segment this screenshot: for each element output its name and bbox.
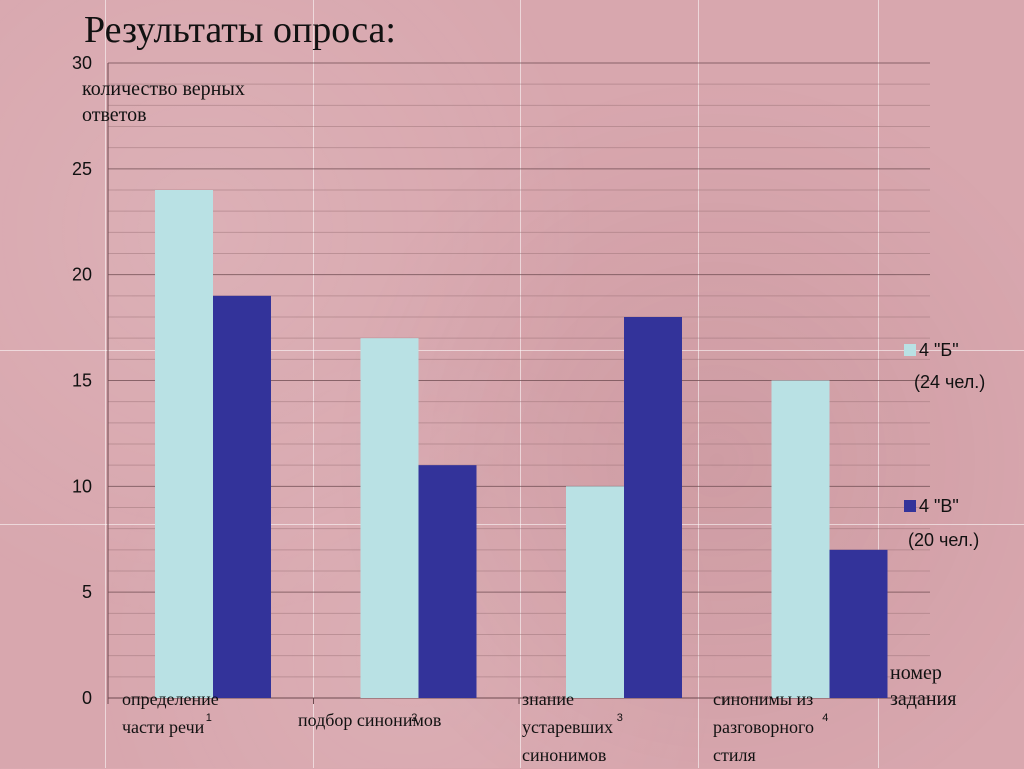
category-label-1: определение части речи xyxy=(122,689,219,737)
legend-swatch-4v xyxy=(904,500,916,512)
bar-4v-1 xyxy=(213,295,271,698)
slide-title: Результаты опроса: xyxy=(84,9,396,51)
x-tick-label: 2 xyxy=(411,712,417,724)
bar-4b-4 xyxy=(771,380,830,698)
x-tick-label: 4 xyxy=(822,712,828,724)
category-label-3: знание устаревших синонимов xyxy=(522,689,614,765)
bar-4b-3 xyxy=(566,486,624,698)
legend-swatch-4b xyxy=(904,344,916,356)
y-tick-label: 5 xyxy=(82,582,92,602)
bar-4v-2 xyxy=(418,465,477,698)
background-horizontal-line xyxy=(0,524,1024,525)
x-tick-label: 1 xyxy=(206,712,212,724)
bar-4b-2 xyxy=(360,338,419,698)
background-vertical-line xyxy=(520,0,521,768)
x-tick-label: 3 xyxy=(617,712,623,724)
background-vertical-line xyxy=(878,0,879,768)
x-axis-label: номер задания xyxy=(890,662,957,710)
legend-item-4v: 4 "В" xyxy=(904,496,959,517)
legend-label-4b: 4 "Б" xyxy=(919,340,959,360)
y-tick-label: 0 xyxy=(82,688,92,708)
y-tick-label: 20 xyxy=(72,265,92,285)
y-tick-label: 10 xyxy=(72,476,92,496)
background-horizontal-line xyxy=(0,350,1024,351)
legend-item-4b: 4 "Б" xyxy=(904,340,959,361)
bar-4v-3 xyxy=(624,317,682,698)
y-tick-label: 25 xyxy=(72,159,92,179)
category-label-2: подбор синонимов xyxy=(298,710,442,730)
legend-note-4b: (24 чел.) xyxy=(914,372,986,392)
legend-note-4v: (20 чел.) xyxy=(908,530,980,550)
y-tick-label: 30 xyxy=(72,53,92,73)
y-axis-label: количество верных ответов xyxy=(82,78,245,126)
background-vertical-line xyxy=(698,0,699,768)
background-vertical-line xyxy=(313,0,314,768)
y-tick-label: 15 xyxy=(72,371,92,391)
background-vertical-line xyxy=(105,0,106,768)
category-label-4: синонимы из разговорного стиля xyxy=(713,689,814,765)
bar-4b-1 xyxy=(155,190,213,698)
legend-label-4v: 4 "В" xyxy=(919,496,959,516)
bar-4v-4 xyxy=(829,549,888,698)
